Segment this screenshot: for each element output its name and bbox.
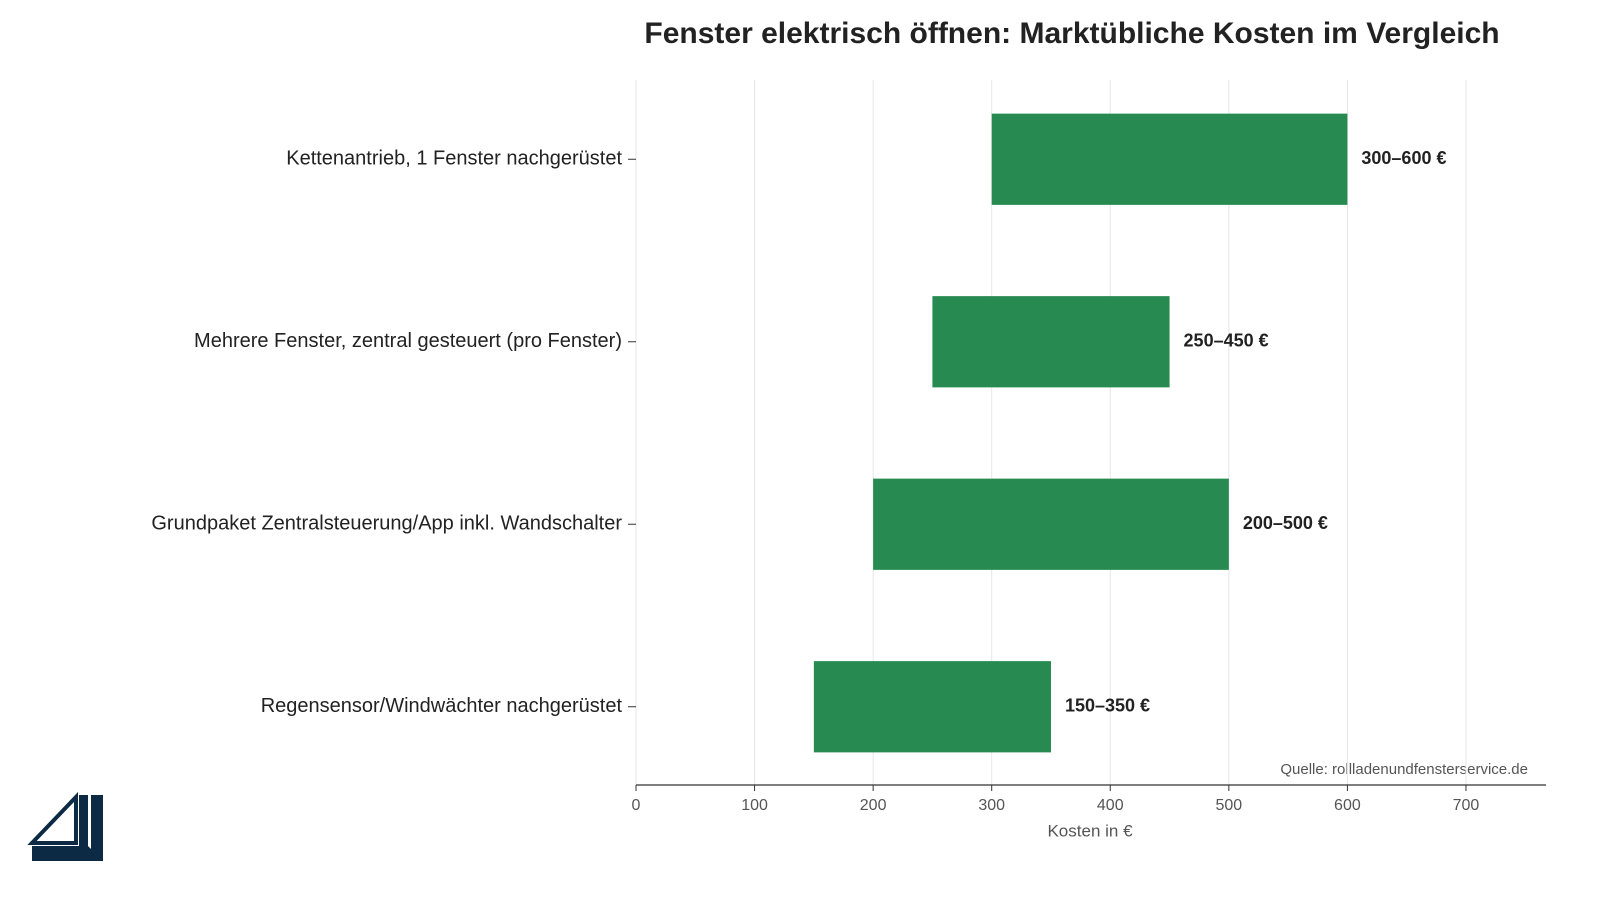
x-tick-label: 100 <box>741 797 768 814</box>
logo-base <box>32 846 103 861</box>
logo <box>27 792 103 861</box>
chart-title: Fenster elektrisch öffnen: Marktübliche … <box>644 17 1499 50</box>
bar <box>873 478 1229 570</box>
x-tick-label: 400 <box>1097 797 1124 814</box>
bar <box>932 296 1170 388</box>
x-axis-label: Kosten in € <box>1047 821 1133 840</box>
value-label: 300–600 € <box>1361 148 1446 168</box>
x-tick-label: 200 <box>860 797 887 814</box>
x-tick-label: 500 <box>1215 797 1242 814</box>
logo-bar <box>79 795 88 853</box>
bar <box>813 661 1051 753</box>
y-tick-label: Mehrere Fenster, zentral gesteuert (pro … <box>194 330 622 352</box>
y-tick-label: Regensensor/Windwächter nachgerüstet <box>261 695 623 717</box>
value-label: 250–450 € <box>1184 331 1269 351</box>
x-tick-label: 300 <box>978 797 1005 814</box>
value-label: 150–350 € <box>1065 696 1150 716</box>
x-tick-label: 700 <box>1453 797 1480 814</box>
x-tick-label: 600 <box>1334 797 1361 814</box>
source-note: Quelle: rollladenundfensterservice.de <box>1280 761 1528 778</box>
y-tick-label: Grundpaket Zentralsteuerung/App inkl. Wa… <box>151 513 622 535</box>
value-label: 200–500 € <box>1243 513 1328 533</box>
bar <box>991 113 1348 205</box>
logo-bar <box>91 795 103 861</box>
x-tick-label: 0 <box>632 797 641 814</box>
logo-frame <box>27 792 78 845</box>
y-tick-label: Kettenantrieb, 1 Fenster nachgerüstet <box>286 148 622 170</box>
